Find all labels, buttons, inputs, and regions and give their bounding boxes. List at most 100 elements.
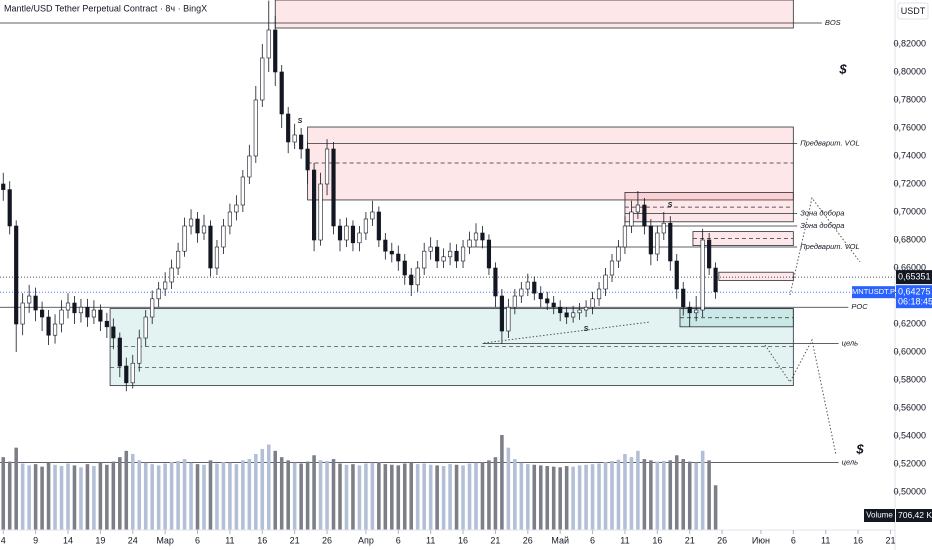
volume-bar bbox=[662, 460, 666, 530]
volume-bar bbox=[649, 460, 653, 530]
volume-bar bbox=[493, 457, 498, 530]
candle-body bbox=[20, 302, 25, 325]
candle bbox=[707, 233, 712, 276]
volume-bar bbox=[286, 460, 290, 530]
y-tick-label: 0,74000 bbox=[893, 150, 926, 160]
candle-body bbox=[622, 225, 628, 248]
y-tick-label: 0,76000 bbox=[893, 122, 926, 132]
candle bbox=[687, 301, 692, 327]
volume-bar bbox=[33, 464, 38, 530]
volume-bar bbox=[202, 464, 206, 530]
x-tick-label: Апр bbox=[358, 535, 374, 545]
candle bbox=[182, 217, 187, 257]
candle-body bbox=[629, 211, 634, 227]
candle bbox=[383, 233, 388, 260]
candle-body bbox=[512, 295, 517, 308]
candle bbox=[163, 272, 168, 297]
candle bbox=[1, 172, 6, 201]
candle-body bbox=[596, 288, 602, 300]
volume-bar bbox=[390, 464, 394, 530]
candle-body bbox=[422, 250, 427, 269]
candle bbox=[337, 219, 343, 252]
volume-bar bbox=[338, 463, 342, 530]
x-tick-label: 26 bbox=[322, 535, 332, 545]
candle-body bbox=[603, 274, 608, 290]
volume-bar bbox=[422, 463, 426, 530]
volume-bar bbox=[266, 444, 271, 530]
candle-body bbox=[435, 246, 440, 262]
volume-bar bbox=[228, 462, 232, 530]
candle bbox=[273, 15, 278, 86]
candle bbox=[201, 214, 207, 241]
volume-bar bbox=[642, 459, 647, 530]
candle-body bbox=[467, 239, 472, 248]
annotation: S bbox=[298, 118, 303, 125]
candle bbox=[519, 282, 524, 304]
y-tick-label: 0,60000 bbox=[893, 346, 926, 356]
volume-bar bbox=[150, 464, 154, 530]
candle bbox=[240, 169, 245, 212]
volume-bar bbox=[137, 460, 142, 530]
volume-bar bbox=[383, 464, 388, 530]
volume-bar bbox=[571, 466, 575, 530]
candle-body bbox=[396, 253, 401, 262]
x-tick-label: 21 bbox=[490, 535, 500, 545]
volume-bar bbox=[72, 465, 77, 530]
candle bbox=[14, 220, 19, 353]
candle bbox=[473, 223, 479, 248]
volume-bar bbox=[396, 465, 401, 530]
candle-body bbox=[124, 365, 129, 384]
candle bbox=[655, 226, 660, 262]
candle-body bbox=[156, 288, 161, 300]
chart-title: Mantle/USD Tether Perpetual Contract · 8… bbox=[4, 3, 207, 13]
candle-body bbox=[493, 267, 498, 297]
candle bbox=[357, 226, 362, 252]
volume-bar bbox=[163, 463, 167, 530]
volume-bar bbox=[538, 465, 543, 530]
candle-body bbox=[389, 250, 394, 255]
level-label: цель bbox=[842, 339, 858, 348]
volume-bar bbox=[597, 463, 601, 530]
candle-body bbox=[130, 362, 135, 384]
candle-body bbox=[163, 281, 168, 290]
candle bbox=[415, 261, 420, 292]
x-tick-label: 6 bbox=[195, 535, 200, 545]
annotation: $ bbox=[855, 441, 864, 456]
candle bbox=[674, 254, 679, 299]
volume-bar bbox=[247, 459, 252, 530]
x-tick-label: 9 bbox=[33, 535, 38, 545]
candle-body bbox=[409, 274, 414, 286]
axis-unit: USDT bbox=[901, 6, 926, 16]
volume-bar bbox=[53, 464, 57, 530]
candle bbox=[435, 240, 440, 269]
volume-bar bbox=[564, 466, 569, 530]
candle bbox=[227, 203, 232, 235]
volume-bar bbox=[545, 466, 550, 530]
candle bbox=[331, 141, 336, 235]
candle-body bbox=[240, 176, 245, 206]
volume-bar bbox=[85, 464, 90, 530]
zone bbox=[109, 308, 794, 387]
volume-bar bbox=[260, 448, 265, 530]
candle-body bbox=[188, 218, 194, 227]
candle bbox=[564, 307, 569, 325]
candle-body bbox=[91, 309, 96, 318]
candle-body bbox=[428, 246, 433, 252]
volume-bar bbox=[312, 455, 316, 530]
candle-body bbox=[65, 302, 71, 311]
candle-body bbox=[707, 239, 712, 269]
candle bbox=[700, 228, 705, 318]
candle-body bbox=[331, 148, 336, 227]
volume-bar bbox=[694, 462, 698, 530]
candle bbox=[642, 197, 647, 235]
candle-body bbox=[486, 239, 492, 269]
candle bbox=[286, 106, 291, 154]
y-tick-label: 0,82000 bbox=[893, 38, 926, 48]
candle-body bbox=[363, 218, 368, 234]
candle-body bbox=[525, 281, 530, 290]
volume-bar bbox=[241, 460, 245, 530]
volume-tag-bg bbox=[864, 509, 895, 522]
level-label: Зона добора bbox=[800, 208, 844, 217]
candle-body bbox=[279, 71, 284, 115]
